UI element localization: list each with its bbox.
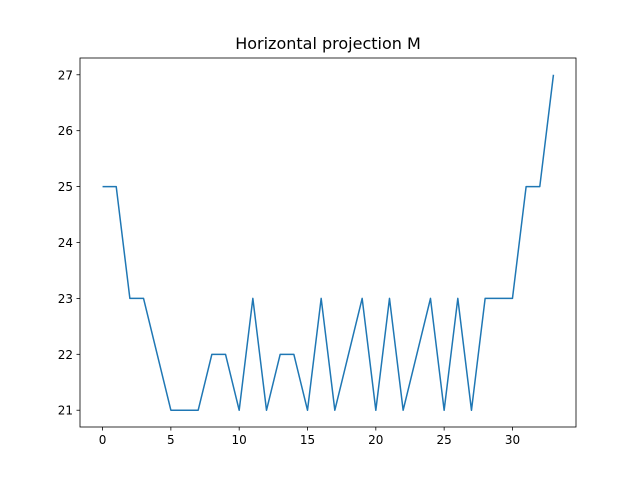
axes: 0 5 10 15 20 25 30 21 22 23 24 25 26 27 — [58, 57, 577, 447]
y-tick-label: 23 — [58, 292, 73, 306]
series-line-0 — [102, 74, 555, 411]
chart-title: Horizontal projection M — [235, 34, 421, 53]
x-tick-label: 10 — [232, 433, 247, 447]
x-tick-label: 0 — [99, 433, 107, 447]
y-tick-label: 26 — [58, 124, 73, 138]
x-tick-label: 5 — [167, 433, 175, 447]
y-tick-label: 27 — [58, 68, 73, 82]
y-tick-label: 24 — [58, 236, 73, 250]
x-tick-label: 25 — [437, 433, 452, 447]
y-tick-label: 25 — [58, 180, 73, 194]
x-tick-label: 30 — [505, 433, 520, 447]
y-tick-label: 22 — [58, 348, 73, 362]
x-tick-label: 15 — [300, 433, 315, 447]
y-tick-label: 21 — [58, 404, 73, 418]
x-tick-label: 20 — [368, 433, 383, 447]
plot-area — [102, 74, 555, 411]
